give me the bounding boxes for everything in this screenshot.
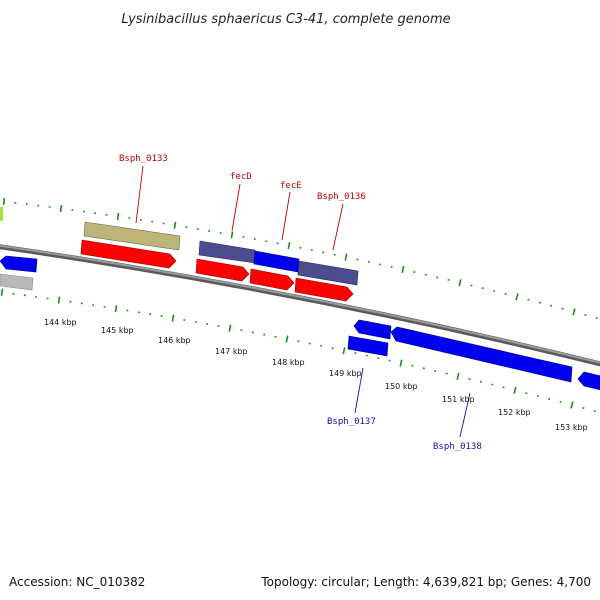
scale-major-tick — [570, 401, 574, 409]
scale-major-tick — [285, 335, 289, 343]
inner-scale-track — [0, 288, 596, 413]
gene-bsph0136-red-arrow[interactable] — [294, 277, 354, 302]
gene-arrow-blue-right-edge[interactable] — [577, 371, 600, 391]
scale-major-tick — [173, 221, 177, 229]
scale-major-tick — [230, 231, 234, 239]
gene-bsph0137-blue[interactable] — [347, 335, 389, 357]
label-leaders — [135, 165, 471, 438]
tick-label-153: 153 kbp — [555, 423, 588, 432]
gene-label-fecd[interactable]: fecD — [230, 172, 252, 182]
tick-label-144: 144 kbp — [44, 318, 77, 327]
gene-fecd-red-arrow[interactable] — [195, 258, 250, 282]
scale-major-tick — [228, 324, 232, 332]
tick-label-151: 151 kbp — [442, 395, 475, 404]
gene-labels: Bsph_0133 fecD fecE Bsph_0136 Bsph_0137 … — [119, 154, 482, 452]
gene-bsph0133-olive[interactable] — [83, 221, 181, 251]
scale-major-tick — [513, 386, 517, 394]
tick-label-149: 149 kbp — [329, 369, 362, 378]
scale-major-tick — [399, 359, 403, 367]
scale-major-tick — [458, 279, 462, 287]
scale-major-tick — [171, 314, 175, 322]
tick-label-152: 152 kbp — [498, 408, 531, 417]
scale-major-tick — [57, 296, 61, 304]
tick-label-146: 146 kbp — [158, 336, 191, 345]
tick-label-148: 148 kbp — [272, 358, 305, 367]
scale-major-tick — [2, 197, 6, 205]
gene-label-bsph0137[interactable]: Bsph_0137 — [327, 417, 376, 427]
accession-text: Accession: NC_010382 — [9, 575, 145, 589]
gene-label-bsph0136[interactable]: Bsph_0136 — [317, 192, 366, 202]
edge-marker — [0, 207, 3, 221]
gene-bsph0138-blue-long[interactable] — [390, 326, 573, 383]
scale-major-tick — [114, 305, 118, 313]
genome-summary-text: Topology: circular; Length: 4,639,821 bp… — [260, 575, 591, 589]
tick-label-145: 145 kbp — [101, 326, 134, 335]
gene-label-fece[interactable]: fecE — [280, 181, 302, 191]
gene-bsph0136-slate[interactable] — [297, 260, 359, 286]
gene-fece-blue[interactable] — [253, 250, 300, 273]
scale-major-tick — [572, 308, 576, 316]
gene-fece-red-arrow[interactable] — [249, 268, 295, 291]
outer-scale-track — [2, 197, 598, 320]
gene-arrow-blue-small[interactable] — [353, 319, 392, 340]
scale-major-tick — [59, 204, 63, 213]
gene-features — [0, 221, 600, 391]
scale-major-tick — [456, 372, 460, 380]
scale-major-tick — [287, 242, 291, 250]
tick-label-150: 150 kbp — [385, 382, 418, 391]
scale-major-tick — [0, 288, 4, 296]
scale-tick-labels: 144 kbp 145 kbp 146 kbp 147 kbp 148 kbp … — [44, 318, 588, 432]
map-title: Lysinibacillus sphaericus C3-41, complet… — [121, 12, 450, 27]
scale-major-tick — [116, 212, 120, 221]
gene-arrow-left-edge-blue[interactable] — [0, 255, 38, 273]
scale-major-tick — [401, 265, 405, 273]
gene-block-left-edge-gray[interactable] — [0, 273, 34, 291]
gene-label-bsph0138[interactable]: Bsph_0138 — [433, 442, 482, 452]
gene-fecd-slate[interactable] — [198, 240, 256, 264]
scale-major-tick — [342, 347, 346, 355]
scale-major-tick — [515, 293, 519, 301]
scale-major-tick — [344, 253, 348, 261]
gene-bsph0133-red-arrow[interactable] — [80, 239, 177, 269]
tick-label-147: 147 kbp — [215, 347, 248, 356]
gene-label-bsph0133[interactable]: Bsph_0133 — [119, 154, 168, 164]
